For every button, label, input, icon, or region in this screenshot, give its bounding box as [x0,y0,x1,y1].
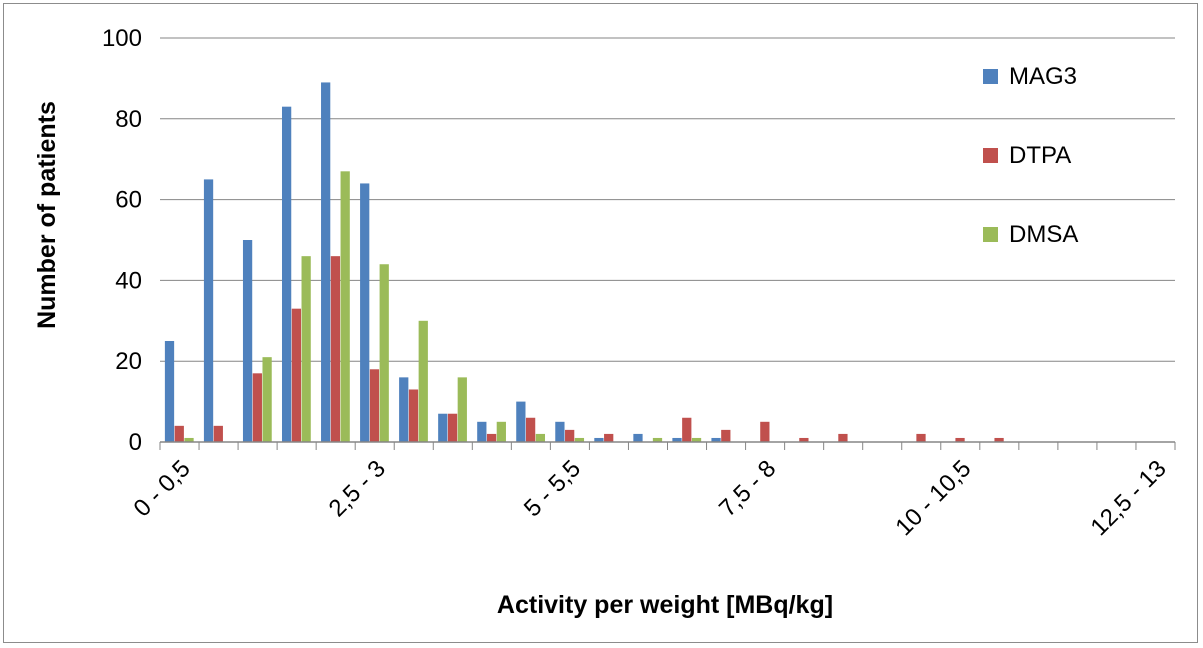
x-tick-label: 2,5 - 3 [324,455,391,522]
bar-dmsa [184,437,194,442]
x-axis-title: Activity per weight [MBq/kg] [497,591,833,619]
bar-mag3 [594,437,604,442]
bar-mag3 [438,413,448,442]
x-tick-labels: 0 - 0,5 2,5 - 3 5 - 5,5 7,5 - 8 10 - 10,5 12,… [128,455,1171,541]
bar-dtpa [760,421,770,442]
bar-mag3 [477,421,487,442]
x-tick-label: 0 - 0,5 [128,455,195,522]
x-tick-label: 10 - 10,5 [890,455,976,541]
legend-label-dtpa: DTPA [1009,142,1071,169]
legend-swatch-mag3 [983,69,998,84]
legend-swatch-dmsa [983,227,998,242]
bar-dmsa [574,437,585,442]
y-tick-label: 40 [115,267,142,294]
legend-swatch-dtpa [983,148,998,163]
bar-dtpa [916,433,926,442]
bar-dmsa [457,377,467,442]
bar-dtpa [799,437,809,442]
chart-frame [3,3,1198,643]
y-tick-label: 60 [115,187,142,214]
bar-dtpa [486,433,497,442]
bar-dtpa [330,256,341,442]
legend: MAG3 DTPA DMSA [983,63,1078,248]
bar-mag3 [633,433,643,442]
x-tick-label: 12,5 - 13 [1086,455,1172,541]
bar-dtpa [447,413,458,442]
x-tick-label: 7,5 - 8 [714,455,781,522]
legend-label-mag3: MAG3 [1009,63,1077,90]
bar-mag3 [516,401,526,442]
bar-dmsa [340,171,350,442]
x-tick-label: 5 - 5,5 [519,455,586,522]
y-tick-label: 0 [129,429,142,456]
bar-dmsa [301,256,311,442]
bar-dmsa [418,320,428,442]
bar-dmsa [535,433,546,442]
bar-dtpa [994,437,1004,442]
bar-dtpa [721,429,731,442]
bar-mag3 [672,437,682,442]
bar-mag3 [164,341,175,442]
bar-dtpa [369,369,380,442]
bar-dtpa [291,308,302,442]
bar-dmsa [496,421,506,442]
bar-mag3 [321,82,331,442]
bar-dtpa [252,373,262,442]
bars [164,82,1004,443]
bar-dtpa [955,437,965,442]
y-tick-labels: 0 20 40 60 80 100 [102,25,142,456]
bar-dmsa [652,437,663,442]
bar-mag3 [360,183,370,442]
bar-dtpa [174,425,184,442]
bar-dmsa [262,357,272,442]
bar-dmsa [379,264,389,442]
y-axis-title: Number of patients [33,101,61,329]
bar-dmsa [691,437,702,442]
bar-mag3 [242,240,253,442]
y-tick-label: 20 [115,348,142,375]
y-tick-label: 100 [102,25,142,52]
bar-dtpa [838,433,848,442]
bar-dtpa [682,417,692,442]
bar-dtpa [565,429,575,442]
bar-mag3 [711,437,721,442]
bar-dtpa [408,389,419,442]
legend-label-dmsa: DMSA [1009,221,1078,248]
bar-dtpa [525,417,536,442]
x-tick-marks [159,442,1176,450]
bar-dtpa [213,425,223,442]
bar-mag3 [399,377,409,442]
y-tick-label: 80 [115,106,142,133]
bar-dtpa [604,433,614,442]
bar-mag3 [203,179,214,442]
bar-mag3 [555,421,565,442]
bar-mag3 [281,106,292,443]
